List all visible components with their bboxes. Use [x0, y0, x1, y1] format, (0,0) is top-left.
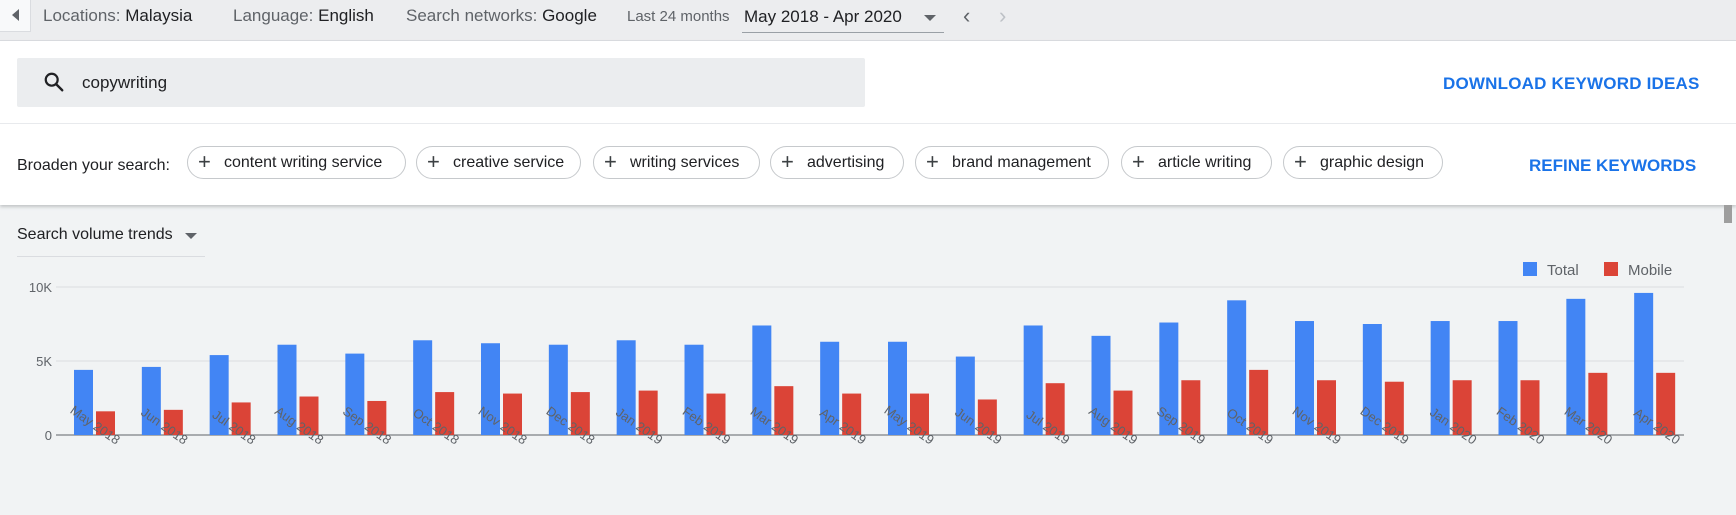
chip-content-writing-service[interactable]: + content writing service	[187, 146, 406, 179]
bar-total[interactable]	[1159, 322, 1179, 435]
bar-total[interactable]	[1023, 325, 1043, 435]
chip-creative-service[interactable]: + creative service	[416, 146, 581, 179]
bar-mobile[interactable]	[1588, 372, 1608, 435]
bar-total[interactable]	[752, 325, 772, 435]
bar-total[interactable]	[616, 340, 636, 435]
plus-icon: +	[604, 149, 617, 174]
bar-mobile[interactable]	[977, 399, 997, 435]
triangle-left-icon	[12, 9, 19, 21]
bar-total[interactable]	[1227, 300, 1247, 435]
bar-mobile[interactable]	[910, 393, 929, 435]
y-tick-label: 5K	[36, 354, 52, 369]
bar-mobile[interactable]	[367, 400, 387, 435]
bar-total[interactable]	[1091, 335, 1111, 435]
bar-total[interactable]	[1566, 298, 1586, 435]
y-tick-label: 10K	[29, 280, 52, 295]
bar-mobile[interactable]	[96, 411, 115, 435]
bar-mobile[interactable]	[774, 386, 794, 435]
bar-mobile[interactable]	[1249, 369, 1269, 435]
bar-mobile[interactable]	[1656, 372, 1676, 435]
chart-bars	[74, 292, 1676, 435]
dropdown-caret-icon	[924, 15, 936, 21]
plus-icon: +	[781, 149, 794, 174]
bar-total[interactable]	[141, 366, 161, 435]
bar-mobile[interactable]	[1181, 380, 1201, 435]
plus-icon: +	[1294, 149, 1307, 174]
bar-total[interactable]	[1498, 321, 1518, 435]
bar-total[interactable]	[1295, 321, 1314, 435]
dropdown-caret-icon	[185, 233, 197, 239]
plus-icon: +	[1132, 149, 1145, 174]
bar-mobile[interactable]	[1317, 380, 1336, 435]
chip-article-writing[interactable]: + article writing	[1121, 146, 1272, 179]
chart-type-value: Search volume trends	[17, 226, 173, 243]
legend-swatch-total	[1523, 262, 1537, 276]
search-panel: copywriting DOWNLOAD KEYWORD IDEAS Broad…	[0, 41, 1736, 205]
search-icon	[44, 72, 64, 92]
bar-mobile[interactable]	[1384, 381, 1404, 435]
bar-mobile[interactable]	[1520, 380, 1540, 435]
filter-bar: Locations: Malaysia Language: English Se…	[0, 0, 1736, 41]
chart-legend: Total Mobile	[1523, 262, 1672, 279]
language-filter[interactable]: Language: English	[233, 6, 374, 25]
plus-icon: +	[198, 149, 211, 174]
chip-graphic-design[interactable]: + graphic design	[1283, 146, 1443, 179]
bar-mobile[interactable]	[842, 393, 862, 435]
chart-type-select[interactable]: Search volume trends	[17, 226, 205, 257]
chip-advertising[interactable]: + advertising	[770, 146, 904, 179]
bar-mobile[interactable]	[163, 409, 183, 435]
refine-keywords-button[interactable]: REFINE KEYWORDS	[1529, 156, 1697, 175]
bar-total[interactable]	[74, 369, 93, 435]
period-label: Last 24 months	[627, 8, 730, 25]
bar-mobile[interactable]	[1452, 380, 1472, 435]
chip-brand-management[interactable]: + brand management	[915, 146, 1109, 179]
legend-label-total[interactable]: Total	[1547, 262, 1579, 279]
divider	[0, 123, 1736, 124]
bar-total[interactable]	[820, 341, 840, 435]
bar-total[interactable]	[1430, 321, 1450, 435]
bar-mobile[interactable]	[231, 402, 251, 435]
bar-total[interactable]	[209, 355, 229, 435]
bar-total[interactable]	[1634, 292, 1654, 435]
bar-mobile[interactable]	[1113, 390, 1133, 435]
bar-mobile[interactable]	[503, 393, 522, 435]
bar-total[interactable]	[548, 344, 568, 435]
chart-grid	[56, 286, 1684, 436]
legend-swatch-mobile	[1604, 262, 1618, 276]
bar-mobile[interactable]	[435, 392, 455, 435]
date-range-select[interactable]: May 2018 - Apr 2020	[742, 2, 944, 33]
search-networks-filter[interactable]: Search networks: Google	[406, 6, 597, 25]
search-query: copywriting	[82, 73, 168, 92]
bar-mobile[interactable]	[706, 393, 726, 435]
bar-total[interactable]	[413, 340, 433, 435]
bar-total[interactable]	[1362, 324, 1382, 435]
y-tick-label: 0	[45, 428, 52, 443]
bar-total[interactable]	[481, 343, 500, 435]
download-keyword-ideas-button[interactable]: DOWNLOAD KEYWORD IDEAS	[1443, 74, 1700, 93]
plus-icon: +	[926, 149, 939, 174]
collapse-button[interactable]	[0, 0, 31, 32]
y-axis-ticks: 0 5K 10K	[29, 280, 52, 443]
bar-mobile[interactable]	[299, 396, 319, 435]
bar-total[interactable]	[684, 344, 704, 435]
previous-period-icon[interactable]: ‹	[963, 3, 971, 28]
plus-icon: +	[427, 149, 440, 174]
scrollbar[interactable]	[1724, 205, 1732, 223]
bar-total[interactable]	[955, 356, 975, 435]
bar-total[interactable]	[277, 344, 297, 435]
bar-mobile[interactable]	[638, 390, 658, 435]
bar-mobile[interactable]	[570, 392, 590, 435]
locations-filter[interactable]: Locations: Malaysia	[43, 6, 193, 25]
chip-writing-services[interactable]: + writing services	[593, 146, 760, 179]
date-range-value: May 2018 - Apr 2020	[744, 7, 902, 26]
legend-label-mobile[interactable]: Mobile	[1628, 262, 1672, 279]
bar-total[interactable]	[345, 353, 365, 435]
next-period-icon[interactable]: ›	[999, 3, 1007, 28]
search-input[interactable]: copywriting	[17, 58, 865, 107]
bar-mobile[interactable]	[1045, 383, 1065, 435]
bar-total[interactable]	[888, 341, 907, 435]
broaden-search-label: Broaden your search:	[17, 157, 170, 174]
